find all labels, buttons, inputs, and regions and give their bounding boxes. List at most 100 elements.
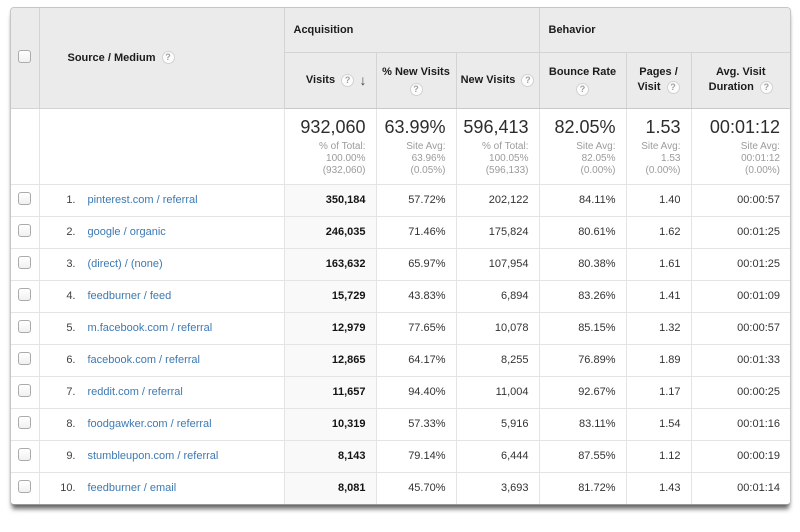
source-medium-link[interactable]: m.facebook.com / referral [87, 322, 213, 334]
new-visits-value: 8,255 [455, 343, 540, 377]
avg-visit-duration-value: 00:00:57 [690, 183, 790, 217]
new-visits-value: 6,894 [455, 279, 540, 313]
pages-visit-value: 1.17 [625, 375, 692, 409]
new-visits-value: 5,916 [455, 407, 540, 441]
row-checkbox-cell [11, 471, 40, 504]
column-header-pct-new-visits[interactable]: % New Visits ? [375, 51, 457, 109]
row-rank: 6. [66, 354, 76, 366]
source-medium-cell: 3. (direct) / (none) [38, 247, 285, 281]
bounce-rate-value: 80.61% [538, 215, 627, 249]
row-checkbox[interactable] [18, 416, 32, 429]
row-checkbox-cell [11, 439, 40, 473]
row-checkbox-cell [11, 183, 40, 217]
pages-visit-value: 1.40 [625, 183, 692, 217]
table-row: 3. (direct) / (none) 163,632 65.97% 107,… [11, 247, 790, 281]
row-checkbox[interactable] [18, 320, 32, 333]
row-rank: 7. [66, 386, 76, 398]
totals-source-spacer [38, 107, 285, 185]
pct-new-visits-value: 57.33% [375, 407, 457, 441]
row-checkbox-cell [11, 279, 40, 313]
column-header-avg-visit-duration[interactable]: Avg. Visit Duration ? [690, 51, 790, 109]
row-checkbox[interactable] [18, 192, 32, 205]
source-medium-link[interactable]: feedburner / email [87, 482, 177, 494]
row-rank: 8. [66, 418, 76, 430]
source-medium-cell: 1. pinterest.com / referral [38, 183, 285, 217]
column-header-new-visits[interactable]: New Visits ? [455, 51, 540, 109]
pct-new-visits-value: 64.17% [375, 343, 457, 377]
source-medium-link[interactable]: foodgawker.com / referral [87, 418, 212, 430]
help-icon[interactable]: ? [759, 81, 773, 94]
source-medium-link[interactable]: facebook.com / referral [87, 354, 201, 366]
row-checkbox[interactable] [18, 288, 32, 301]
source-medium-cell: 5. m.facebook.com / referral [38, 311, 285, 345]
pct-new-visits-value: 43.83% [375, 279, 457, 313]
column-header-bounce-rate[interactable]: Bounce Rate ? [538, 51, 627, 109]
source-medium-link[interactable]: feedburner / feed [87, 290, 172, 302]
source-medium-table: Source / Medium ? Acquisition Behavior V… [11, 8, 790, 504]
totals-new-visits: 596,413 % of Total: 100.05% (596,133) [455, 107, 540, 185]
source-medium-link[interactable]: reddit.com / referral [87, 386, 183, 398]
row-rank: 5. [66, 322, 76, 334]
row-checkbox[interactable] [18, 384, 32, 397]
help-icon[interactable]: ? [341, 73, 355, 87]
row-checkbox[interactable] [18, 448, 32, 461]
row-checkbox-cell [11, 247, 40, 281]
bounce-rate-value: 85.15% [538, 311, 627, 345]
table-row: 9. stumbleupon.com / referral 8,143 79.1… [11, 439, 790, 473]
column-header-visits[interactable]: Visits ? ↓ [284, 51, 377, 109]
new-visits-value: 10,078 [455, 311, 540, 345]
row-checkbox[interactable] [18, 352, 32, 365]
visits-value: 163,632 [283, 247, 377, 281]
avg-visit-duration-value: 00:01:25 [690, 247, 790, 281]
pct-new-visits-value: 57.72% [375, 183, 457, 217]
source-medium-cell: 10. feedburner / email [38, 471, 285, 504]
source-medium-cell: 7. reddit.com / referral [38, 375, 285, 409]
sort-desc-icon: ↓ [359, 72, 367, 88]
row-rank: 9. [66, 450, 76, 462]
select-all-checkbox[interactable] [18, 49, 32, 63]
row-checkbox-cell [11, 407, 40, 441]
help-icon[interactable]: ? [521, 73, 535, 87]
help-icon[interactable]: ? [576, 82, 589, 96]
avg-visit-duration-value: 00:01:33 [690, 343, 790, 377]
row-rank: 2. [66, 226, 76, 238]
pct-new-visits-value: 79.14% [375, 439, 457, 473]
bounce-rate-value: 84.11% [538, 183, 627, 217]
bounce-rate-value: 80.38% [538, 247, 627, 281]
avg-visit-duration-value: 00:00:57 [690, 311, 790, 345]
avg-visit-duration-value: 00:00:25 [690, 375, 790, 409]
pct-new-visits-value: 77.65% [375, 311, 457, 345]
pct-new-visits-value: 71.46% [375, 215, 457, 249]
new-visits-value: 3,693 [455, 471, 540, 504]
new-visits-value: 11,004 [455, 375, 540, 409]
row-rank: 1. [66, 194, 76, 206]
help-icon[interactable]: ? [409, 82, 423, 96]
source-medium-cell: 8. foodgawker.com / referral [38, 407, 285, 441]
avg-visit-duration-value: 00:01:09 [690, 279, 790, 313]
column-header-row: Visits ? ↓ % New Visits ? New Visits ? [11, 51, 790, 109]
row-rank: 4. [66, 290, 76, 302]
bounce-rate-value: 87.55% [538, 439, 627, 473]
select-all-cell [11, 8, 40, 109]
table-row: 6. facebook.com / referral 12,865 64.17%… [11, 343, 790, 377]
source-medium-cell: 2. google / organic [38, 215, 285, 249]
source-medium-link[interactable]: (direct) / (none) [87, 258, 163, 270]
column-header-pages-visit[interactable]: Pages / Visit ? [625, 51, 692, 109]
table-row: 7. reddit.com / referral 11,657 94.40% 1… [11, 375, 790, 409]
row-checkbox[interactable] [18, 224, 32, 237]
avg-visit-duration-value: 00:00:19 [690, 439, 790, 473]
column-header-source-medium[interactable]: Source / Medium ? [38, 8, 285, 109]
visits-value: 12,865 [283, 343, 377, 377]
row-rank: 3. [66, 258, 76, 270]
help-icon[interactable]: ? [666, 81, 680, 94]
visits-value: 10,319 [283, 407, 377, 441]
source-medium-link[interactable]: pinterest.com / referral [87, 194, 198, 206]
source-medium-link[interactable]: google / organic [87, 226, 166, 238]
visits-value: 8,143 [283, 439, 377, 473]
row-checkbox[interactable] [18, 256, 32, 269]
row-checkbox[interactable] [18, 480, 32, 493]
help-icon[interactable]: ? [161, 51, 175, 65]
source-medium-cell: 6. facebook.com / referral [38, 343, 285, 377]
source-medium-link[interactable]: stumbleupon.com / referral [87, 450, 219, 462]
table-row: 5. m.facebook.com / referral 12,979 77.6… [11, 311, 790, 345]
